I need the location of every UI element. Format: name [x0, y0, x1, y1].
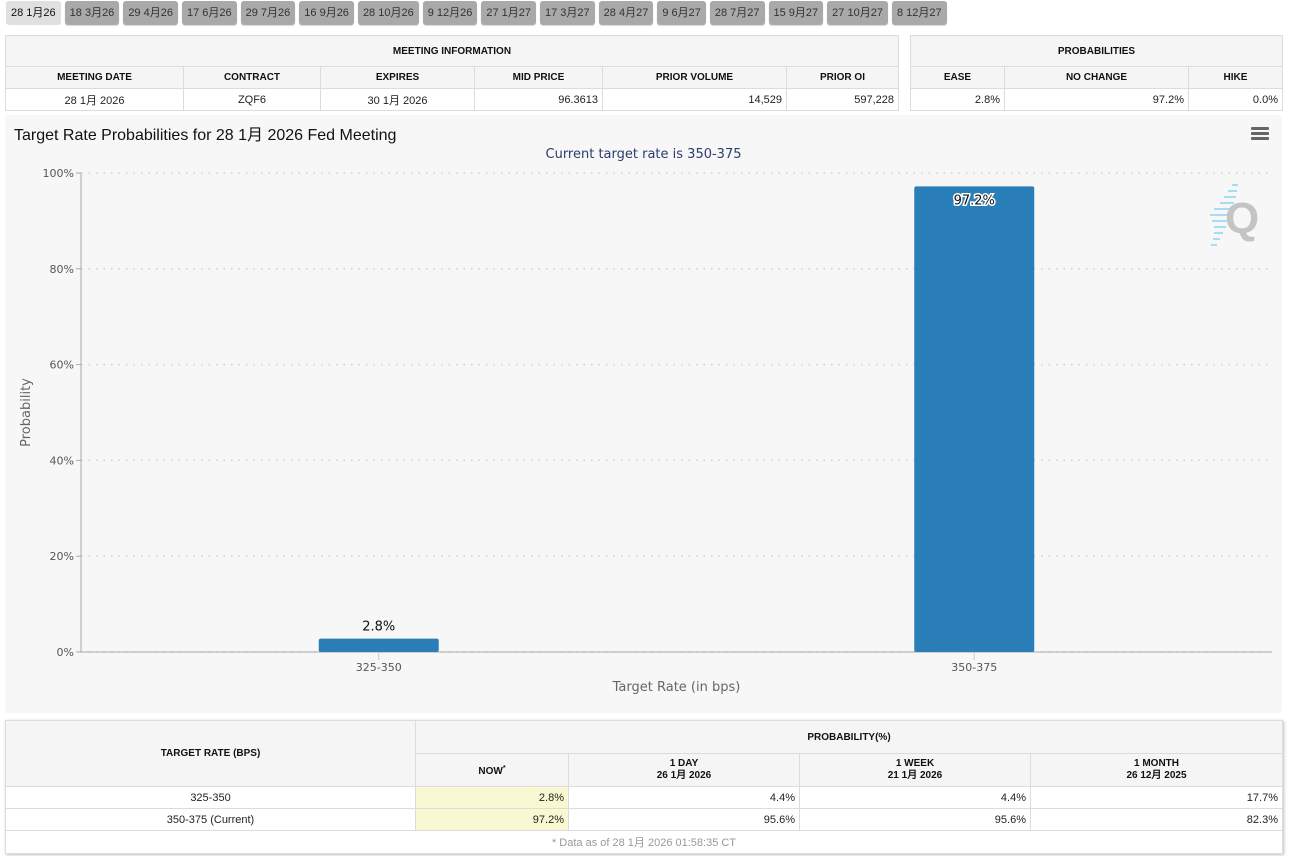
now-cell: 97.2%	[415, 808, 569, 831]
tab-meeting-10[interactable]: 28 4月27	[598, 1, 654, 25]
bar-350-375	[914, 186, 1035, 653]
col-1-month: 1 MONTH 26 12月 2025	[1030, 753, 1283, 787]
tab-meeting-4[interactable]: 29 7月26	[240, 1, 296, 25]
table-row: 350-375 (Current) 97.2% 95.6% 95.6% 82.3…	[5, 808, 1283, 831]
table-row: 325-350 2.8% 4.4% 4.4% 17.7%	[5, 786, 1283, 809]
1-week-cell: 4.4%	[799, 786, 1031, 809]
y-tick-label: 0%	[57, 646, 74, 659]
meeting-date-value: 28 1月 2026	[5, 88, 184, 111]
expires-value: 30 1月 2026	[320, 88, 475, 111]
ease-value: 2.8%	[910, 88, 1005, 111]
target-rate-cell: 325-350	[5, 786, 416, 809]
chart-panel: 0% 20% 40% 60% 80% 100% 325-350 2.8% 350-375 97.2…	[5, 115, 1282, 713]
col-meeting-date: MEETING DATE	[5, 66, 184, 89]
table-row: 2.8% 97.2% 0.0%	[910, 88, 1283, 111]
y-tick-label: 80%	[50, 263, 74, 276]
chart-title: Target Rate Probabilities for 28 1月 2026…	[14, 127, 397, 144]
tab-meeting-3[interactable]: 17 6月26	[181, 1, 237, 25]
tab-meeting-11[interactable]: 9 6月27	[657, 1, 706, 25]
tab-meeting-14[interactable]: 27 10月27	[827, 1, 888, 25]
chart-subtitle: Current target rate is 350-375	[545, 147, 742, 162]
x-tick-label: 325-350	[356, 661, 402, 674]
mid-price-value: 96.3613	[474, 88, 603, 111]
y-tick-label: 100%	[43, 167, 74, 180]
quikstrike-q-logo-icon: Q	[1210, 184, 1259, 246]
tab-meeting-8[interactable]: 27 1月27	[481, 1, 537, 25]
tab-meeting-5[interactable]: 16 9月26	[299, 1, 354, 25]
target-rate-cell: 350-375 (Current)	[5, 808, 416, 831]
y-tick-label: 40%	[50, 454, 74, 467]
col-1-day: 1 DAY 26 1月 2026	[568, 753, 800, 787]
col-target-rate: TARGET RATE (BPS)	[5, 720, 416, 787]
bar-325-350	[318, 638, 439, 652]
probability-history-table: TARGET RATE (BPS) PROBABILITY(%) NOW* 1 …	[5, 720, 1283, 854]
y-tick-label: 60%	[50, 359, 74, 372]
prior-volume-value: 14,529	[602, 88, 787, 111]
col-1-week: 1 WEEK 21 1月 2026	[799, 753, 1031, 787]
y-tick-label: 20%	[50, 550, 74, 563]
col-prior-oi: PRIOR OI	[786, 66, 899, 89]
tab-meeting-13[interactable]: 15 9月27	[768, 1, 824, 25]
x-tick-label: 350-375	[951, 661, 997, 674]
col-prior-volume: PRIOR VOLUME	[602, 66, 787, 89]
1-month-cell: 17.7%	[1030, 786, 1283, 809]
1-week-cell: 95.6%	[799, 808, 1031, 831]
1-day-cell: 95.6%	[568, 808, 800, 831]
no-change-value: 97.2%	[1004, 88, 1189, 111]
hamburger-menu-icon[interactable]	[1251, 127, 1269, 141]
tab-meeting-9[interactable]: 17 3月27	[540, 1, 595, 25]
bar-chart: 0% 20% 40% 60% 80% 100% 325-350 2.8% 350-375 97.2…	[19, 167, 1272, 695]
probabilities-header: PROBABILITIES	[910, 35, 1283, 67]
table-row: 28 1月 2026 ZQF6 30 1月 2026 96.3613 14,52…	[5, 88, 899, 111]
tab-meeting-7[interactable]: 9 12月26	[422, 1, 478, 25]
tab-meeting-12[interactable]: 28 7月27	[709, 1, 765, 25]
meeting-information-header: MEETING INFORMATION	[5, 35, 899, 67]
data-label: 97.2%	[954, 193, 995, 208]
tab-meeting-15[interactable]: 8 12月27	[891, 1, 947, 25]
tab-meeting-1[interactable]: 18 3月26	[64, 1, 120, 25]
meeting-date-tabs: 28 1月26 18 3月26 29 4月26 17 6月26 29 7月26 16 9月…	[6, 1, 947, 25]
tab-meeting-6[interactable]: 28 10月26	[357, 1, 419, 25]
x-axis-title: Target Rate (in bps)	[612, 680, 741, 695]
data-timestamp-footnote: * Data as of 28 1月 2026 01:58:35 CT	[5, 830, 1283, 854]
tab-meeting-2[interactable]: 29 4月26	[123, 1, 178, 25]
tab-meeting-0[interactable]: 28 1月26	[6, 1, 61, 25]
col-ease: EASE	[910, 66, 1005, 89]
svg-text:Q: Q	[1225, 194, 1259, 243]
col-expires: EXPIRES	[320, 66, 475, 89]
data-label: 2.8%	[362, 620, 395, 635]
1-month-cell: 82.3%	[1030, 808, 1283, 831]
col-hike: HIKE	[1188, 66, 1283, 89]
meeting-information-table: MEETING INFORMATION MEETING DATE CONTRAC…	[5, 35, 899, 111]
col-now: NOW*	[415, 753, 569, 787]
prior-oi-value: 597,228	[786, 88, 899, 111]
col-no-change: NO CHANGE	[1004, 66, 1189, 89]
1-day-cell: 4.4%	[568, 786, 800, 809]
hike-value: 0.0%	[1188, 88, 1283, 111]
contract-value: ZQF6	[183, 88, 321, 111]
probability-header: PROBABILITY(%)	[415, 720, 1283, 754]
now-cell: 2.8%	[415, 786, 569, 809]
y-axis-title: Probability	[19, 378, 34, 447]
col-mid-price: MID PRICE	[474, 66, 603, 89]
probabilities-table: PROBABILITIES EASE NO CHANGE HIKE 2.8% 9…	[910, 35, 1283, 111]
col-contract: CONTRACT	[183, 66, 321, 89]
